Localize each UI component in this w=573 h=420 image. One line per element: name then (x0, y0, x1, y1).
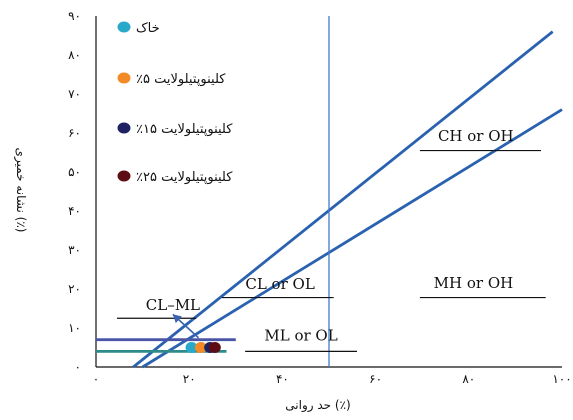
legend-marker-1 (117, 21, 131, 33)
legend: خاک کلینوپتیلولایت ۵٪ کلینوپتیلولایت ۱۵٪ کل… (117, 21, 233, 185)
x-tick-label: ۱۰۰ (552, 372, 571, 386)
zone-label-ch-or-oh: CH or OH (438, 127, 514, 145)
zone-label-mh-or-oh: MH or OH (434, 274, 514, 292)
data-point-series-4 (208, 342, 221, 353)
zone-labels: CL–ML CL or OL ML or OL CH or OH MH or OH (116, 127, 546, 352)
legend-label-2: کلینوپتیلولایت ۵٪ (136, 72, 226, 87)
x-tick-labels: ۰ ۲۰ ۴۰ ۶۰ ۸۰ ۱۰۰ (93, 372, 572, 386)
zone-label-cl-ml: CL–ML (146, 296, 200, 314)
legend-label-3: کلینوپتیلولایت ۱۵٪ (136, 122, 233, 137)
annotation-arrow (172, 313, 200, 339)
y-tick-label: ۲۰ (68, 282, 81, 296)
x-tick-label: ۰ (93, 372, 99, 386)
y-tick-label: ۶۰ (68, 126, 81, 140)
y-tick-label: ۸۰ (68, 48, 81, 62)
x-tick-label: ۶۰ (369, 372, 382, 386)
zone-label-cl-or-ol: CL or OL (245, 275, 314, 293)
data-point-series-2 (194, 342, 207, 353)
y-tick-label: ۳۰ (68, 243, 81, 257)
legend-label-4: کلینوپتیلولایت ۲۵٪ (136, 170, 233, 185)
y-tick-label: ۴۰ (68, 204, 81, 218)
y-tick-label: ۵۰ (68, 165, 81, 179)
data-points (185, 342, 221, 353)
legend-label-1: خاک (136, 21, 160, 36)
reference-lines (96, 16, 563, 369)
y-tick-label: ۹۰ (68, 9, 81, 23)
legend-marker-3 (117, 122, 131, 134)
u-line (132, 30, 554, 369)
legend-marker-2 (117, 72, 131, 84)
x-tick-label: ۴۰ (276, 372, 289, 386)
x-tick-label: ۲۰ (183, 372, 196, 386)
y-tick-label: ۷۰ (68, 87, 81, 101)
arrow-head (172, 314, 182, 324)
a-line (141, 108, 563, 369)
y-tick-label: ۰ (75, 360, 81, 374)
x-tick-label: ۸۰ (462, 372, 475, 386)
y-tick-label: ۱۰ (68, 321, 81, 335)
zone-label-ml-or-ol: ML or OL (264, 326, 337, 344)
x-axis-label: حد روانی (٪) (285, 398, 350, 413)
y-axis-label: نشانه خمیری (٪) (13, 148, 28, 233)
legend-marker-4 (117, 170, 131, 182)
data-point-series-1 (185, 342, 198, 353)
y-tick-labels: ۰ ۱۰ ۲۰ ۳۰ ۴۰ ۵۰ ۶۰ ۷۰ ۸۰ ۹۰ (68, 9, 81, 374)
